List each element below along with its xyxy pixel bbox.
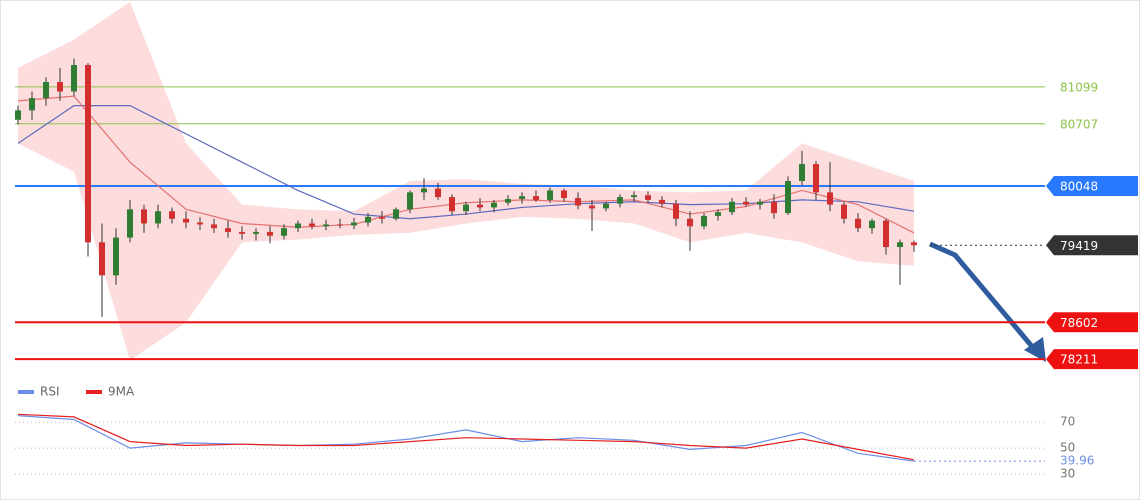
candle-body <box>211 224 217 229</box>
candle-body <box>911 242 917 246</box>
candle-body <box>575 198 581 206</box>
y-tick-label: 30 <box>1060 467 1075 481</box>
candle-body <box>435 188 441 198</box>
candle-body <box>267 231 273 236</box>
forecast-arrow <box>928 241 1037 352</box>
candle-body <box>15 110 21 120</box>
candle-body <box>743 201 749 205</box>
legend-label: 9MA <box>108 385 135 399</box>
bollinger-band <box>18 1 914 361</box>
candle-body <box>715 212 721 216</box>
candle-body <box>127 209 133 238</box>
candle-body <box>799 164 805 182</box>
candle-body <box>463 204 469 212</box>
level-label: 78211 <box>1060 353 1098 367</box>
candle-body <box>253 231 259 234</box>
candle-body <box>239 231 245 234</box>
candle-body <box>365 216 371 223</box>
candle-body <box>785 181 791 214</box>
candle-body <box>729 201 735 213</box>
candle-body <box>99 242 105 276</box>
candle-body <box>505 198 511 203</box>
candle-body <box>603 203 609 209</box>
candle-body <box>323 224 329 227</box>
candle-body <box>43 82 49 99</box>
candle-body <box>29 98 35 111</box>
candle-body <box>589 205 595 209</box>
candle-body <box>855 218 861 229</box>
candle-body <box>897 242 903 248</box>
candle-body <box>477 204 483 208</box>
level-badge <box>1046 312 1138 333</box>
level-badge <box>1046 349 1138 370</box>
candle-body <box>113 237 119 276</box>
bands <box>18 1 914 361</box>
candle-body <box>155 211 161 224</box>
candle-body <box>813 164 819 193</box>
level-label: 78602 <box>1060 316 1098 330</box>
y-tick-label: 70 <box>1060 415 1075 429</box>
candle-body <box>71 65 77 92</box>
level-badge <box>1046 235 1138 256</box>
candle-body <box>701 215 707 227</box>
level-badge <box>1046 175 1138 196</box>
rsi-line <box>17 413 915 461</box>
candle-body <box>57 82 63 92</box>
rsi-current-label: 39.96 <box>1060 454 1094 468</box>
candle-body <box>379 216 385 219</box>
candle-body <box>393 209 399 219</box>
candle-body <box>771 201 777 214</box>
level-label: 81099 <box>1060 80 1098 94</box>
arrow-head <box>1024 337 1046 362</box>
candle-body <box>337 224 343 226</box>
candle-body <box>659 199 665 204</box>
y-tick-label: 50 <box>1060 441 1075 455</box>
candle-body <box>183 218 189 223</box>
candle-body <box>673 203 679 219</box>
candle-body <box>827 192 833 205</box>
candle-body <box>883 220 889 248</box>
candle-body <box>631 195 637 198</box>
candle-body <box>757 201 763 205</box>
legend-label: RSI <box>40 385 60 399</box>
candle-body <box>617 197 623 204</box>
candle-body <box>407 192 413 210</box>
candle-body <box>547 190 553 200</box>
candle-body <box>169 211 175 219</box>
candle-body <box>533 196 539 200</box>
candle-body <box>421 188 427 193</box>
level-label: 80048 <box>1060 179 1098 193</box>
candle-body <box>519 196 525 199</box>
level-label: 80707 <box>1060 117 1098 131</box>
candle-body <box>309 223 315 227</box>
candle-body <box>351 222 357 226</box>
candle-body <box>491 202 497 208</box>
candle-body <box>141 209 147 224</box>
candle-body <box>561 190 567 199</box>
level-label: 79419 <box>1060 239 1098 253</box>
candle-body <box>687 218 693 227</box>
candle-body <box>645 195 651 200</box>
candle-body <box>295 223 301 229</box>
candle-body <box>225 228 231 232</box>
candle-body <box>449 197 455 212</box>
candle-body <box>281 228 287 236</box>
candle-body <box>85 65 91 243</box>
candle-body <box>841 204 847 219</box>
candle-body <box>197 222 203 225</box>
candle-body <box>869 220 875 229</box>
